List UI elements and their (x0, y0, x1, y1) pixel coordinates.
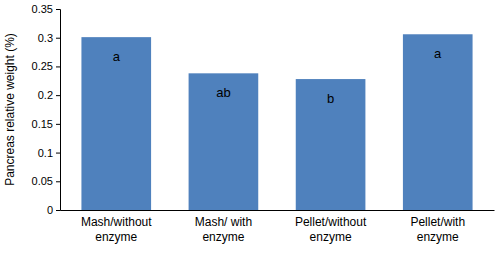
y-tick: 0.25 (32, 60, 60, 72)
annotation: ab (216, 85, 230, 100)
x-tick: Mash/ withenzyme (195, 210, 252, 244)
plot: 00.050.10.150.20.250.30.35Mash/withouten… (32, 3, 495, 244)
annotation: a (434, 46, 442, 61)
y-tick-mark (56, 124, 60, 125)
y-tick-mark (56, 153, 60, 154)
x-axis: Mash/withoutenzymeMash/ withenzymePellet… (61, 210, 495, 244)
annotation: b (327, 91, 334, 106)
x-tick-label: Pellet/withoutenzyme (295, 215, 367, 245)
y-tick-label: 0.3 (38, 32, 53, 44)
y-tick-mark (56, 181, 60, 182)
y-tick-mark (56, 66, 60, 67)
y-axis: 0 0.05 0.1 0.15 0.2 0.25 0.3 0.35 (32, 3, 61, 216)
bar (81, 37, 151, 210)
y-tick: 0.35 (32, 3, 60, 15)
y-tick-label: 0.35 (32, 3, 53, 15)
bars (81, 34, 472, 210)
x-tick-label-line: Mash/without (81, 215, 152, 229)
y-axis-title: Pancreas relative weight (%) (3, 33, 17, 186)
bar (189, 73, 259, 210)
y-axis-line (56, 10, 61, 211)
y-tick-label: 0 (47, 204, 53, 216)
y-tick-label: 0.1 (38, 147, 53, 159)
y-tick: 0.2 (38, 89, 60, 101)
annotations: a ab b a (113, 46, 442, 106)
y-tick: 0.15 (32, 118, 60, 130)
x-tick-label: Pellet/withenzyme (410, 215, 465, 245)
x-tick-label-line: Mash/ with (195, 215, 252, 229)
x-tick-label: Mash/withoutenzyme (81, 215, 152, 245)
x-tick-label-line: Pellet/with (410, 215, 465, 229)
x-tick: Pellet/withenzyme (410, 210, 465, 244)
y-tick-mark (56, 210, 60, 211)
x-axis-line (61, 210, 495, 211)
x-tick-label: Mash/ withenzyme (195, 215, 252, 245)
y-tick-mark (56, 95, 60, 96)
y-tick: 0 (47, 204, 60, 216)
x-tick-label-line: enzyme (202, 230, 244, 244)
y-tick-label: 0.15 (32, 118, 53, 130)
y-tick-mark (56, 9, 60, 10)
annotation: a (113, 49, 121, 64)
x-tick-label-line: enzyme (417, 230, 459, 244)
y-tick-label: 0.05 (32, 175, 53, 187)
x-tick-label-line: enzyme (95, 230, 137, 244)
y-tick: 0.05 (32, 175, 60, 187)
x-tick-label-line: Pellet/without (295, 215, 367, 229)
y-tick: 0.3 (38, 32, 60, 44)
x-tick: Pellet/withoutenzyme (295, 210, 367, 244)
y-tick: 0.1 (38, 147, 60, 159)
chart: 00.050.10.150.20.250.30.35Mash/withouten… (0, 0, 500, 258)
x-tick-label-line: enzyme (310, 230, 352, 244)
bar (403, 34, 473, 210)
bar (296, 79, 366, 210)
y-tick-label: 0.25 (32, 60, 53, 72)
y-tick-mark (56, 38, 60, 39)
y-tick-label: 0.2 (38, 89, 53, 101)
x-tick: Mash/withoutenzyme (81, 210, 152, 244)
